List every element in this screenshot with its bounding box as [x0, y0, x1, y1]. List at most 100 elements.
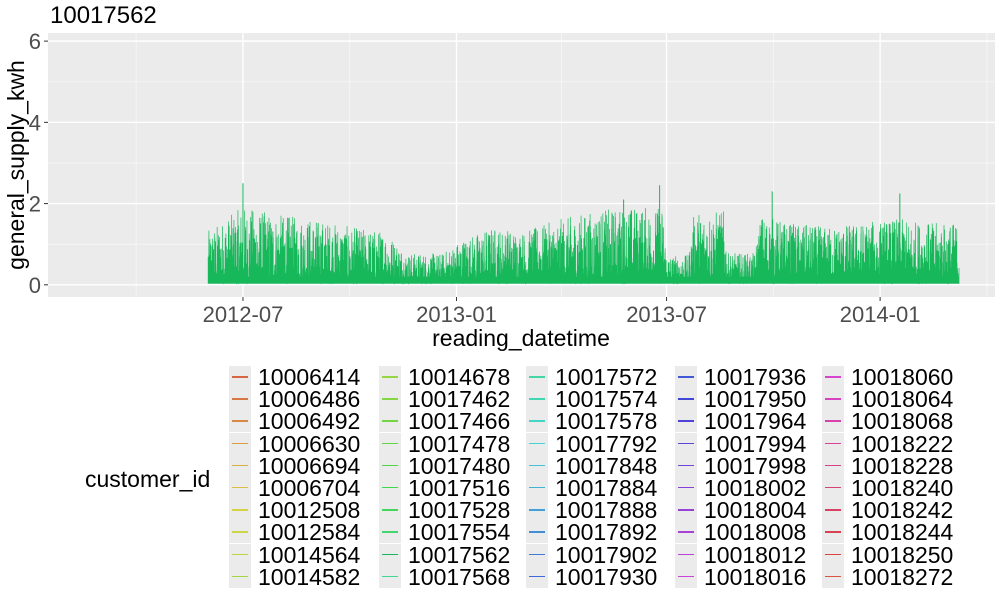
- legend-label: 10018240: [851, 474, 954, 501]
- legend-key: [675, 388, 697, 411]
- legend-label: 10017528: [408, 497, 511, 524]
- y-tick-label: 0: [29, 273, 41, 298]
- legend-key: [526, 388, 548, 411]
- legend-key-line: [529, 553, 545, 555]
- legend-label: 10017478: [408, 430, 511, 457]
- legend-key: [822, 476, 844, 499]
- legend-label: 10018002: [704, 474, 807, 501]
- legend-label: 10017888: [555, 497, 658, 524]
- legend-label: 10017848: [555, 452, 658, 479]
- legend-key: [229, 476, 251, 499]
- legend-key-line: [382, 509, 398, 511]
- legend-key-line: [382, 553, 398, 555]
- legend-key-line: [232, 442, 248, 445]
- legend-label: 10012508: [258, 497, 361, 524]
- legend-key: [379, 432, 401, 455]
- legend-label: 10018242: [851, 497, 954, 524]
- legend-key-line: [382, 420, 398, 422]
- legend-key-line: [678, 398, 694, 400]
- legend-key-line: [529, 575, 545, 578]
- legend-key-line: [678, 420, 694, 422]
- legend-key-line: [825, 486, 841, 489]
- legend-key: [379, 410, 401, 433]
- legend-key: [229, 432, 251, 455]
- legend-label: 10017930: [555, 563, 658, 590]
- legend-label: 10017572: [555, 364, 658, 390]
- legend-key: [822, 543, 844, 566]
- legend-label: 10006630: [258, 430, 361, 457]
- legend-key: [229, 499, 251, 522]
- legend-key-line: [529, 464, 545, 467]
- legend-label: 10006414: [258, 364, 361, 390]
- legend-label: 10014678: [408, 364, 511, 390]
- legend-label: 10014564: [258, 541, 361, 568]
- legend-key: [379, 543, 401, 566]
- legend-key-line: [825, 509, 841, 511]
- legend-label: 10006704: [258, 474, 361, 501]
- legend-key: [229, 543, 251, 566]
- legend-label: 10017950: [704, 386, 807, 413]
- legend-key: [526, 565, 548, 588]
- legend-key: [822, 454, 844, 477]
- legend-label: 10018228: [851, 452, 954, 479]
- legend-label: 10017792: [555, 430, 658, 457]
- legend-key: [526, 366, 548, 388]
- legend-label: 10006492: [258, 408, 361, 435]
- legend: customer_id 10006414 10006486 10006492 1000…: [85, 364, 985, 594]
- legend-label: 10017462: [408, 386, 511, 413]
- legend-key: [379, 521, 401, 544]
- legend-label: 10012584: [258, 519, 361, 546]
- chart-title: 10017562: [50, 2, 157, 29]
- legend-key-line: [382, 575, 398, 578]
- y-axis-label: general_supply_kwh: [3, 60, 29, 270]
- series-base-band: [208, 276, 960, 284]
- legend-key-line: [529, 420, 545, 422]
- legend-key: [822, 410, 844, 433]
- legend-key-line: [825, 398, 841, 400]
- x-tick-label: 2012-07: [203, 302, 284, 327]
- legend-label: 10017516: [408, 474, 511, 501]
- legend-label: 10006486: [258, 386, 361, 413]
- legend-key: [379, 366, 401, 388]
- legend-key-line: [382, 531, 398, 533]
- legend-key: [229, 454, 251, 477]
- legend-key: [379, 476, 401, 499]
- legend-label: 10018016: [704, 563, 807, 590]
- legend-label: 10018008: [704, 519, 807, 546]
- supply-chart: 10017562 0 2 4 6 2012-07 2013-01 2013-07 2014-…: [3, 2, 995, 351]
- legend-key-line: [382, 442, 398, 445]
- y-tick-label: 2: [29, 192, 41, 217]
- legend-label: 10017998: [704, 452, 807, 479]
- legend-key: [379, 499, 401, 522]
- y-tick-label: 6: [29, 29, 41, 54]
- legend-label: 10018250: [851, 541, 954, 568]
- legend-key: [526, 499, 548, 522]
- legend-key-line: [529, 509, 545, 511]
- legend-key-line: [678, 531, 694, 533]
- legend-key: [822, 432, 844, 455]
- legend-key: [526, 410, 548, 433]
- legend-key: [822, 366, 844, 388]
- legend-key: [526, 454, 548, 477]
- legend-key-line: [825, 464, 841, 467]
- legend-key-line: [232, 486, 248, 489]
- legend-label: 10018012: [704, 541, 807, 568]
- legend-label: 10018272: [851, 563, 954, 590]
- legend-label: 10017964: [704, 408, 807, 435]
- legend-key: [675, 499, 697, 522]
- legend-label: 10006694: [258, 452, 361, 479]
- legend-key-line: [232, 575, 248, 578]
- legend-key-line: [678, 442, 694, 445]
- legend-key-line: [678, 509, 694, 511]
- series-lines: [207, 183, 960, 285]
- legend-label: 10017480: [408, 452, 511, 479]
- legend-key-line: [529, 531, 545, 533]
- legend-key-line: [529, 398, 545, 400]
- legend-key-line: [232, 553, 248, 555]
- legend-key-line: [232, 376, 248, 378]
- x-axis-ticks: 2012-07 2013-01 2013-07 2014-01: [203, 297, 920, 327]
- legend-key-line: [382, 376, 398, 378]
- legend-key: [675, 543, 697, 566]
- legend-key: [675, 366, 697, 388]
- legend-key: [822, 388, 844, 411]
